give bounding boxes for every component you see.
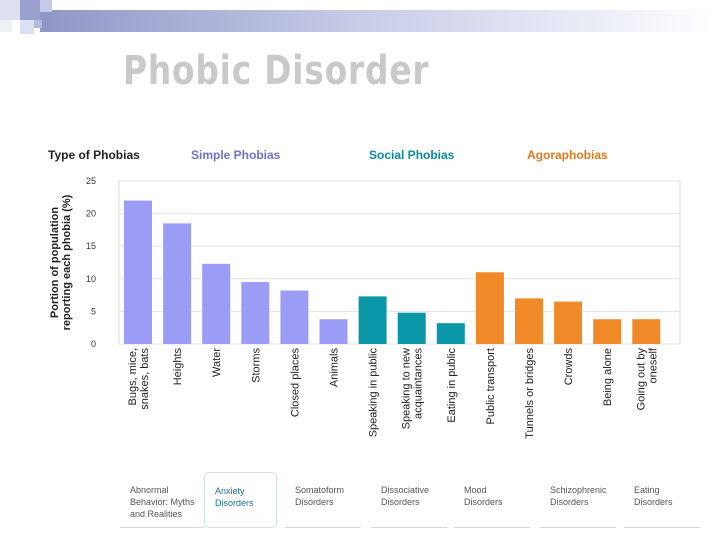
x-tick-label: Eating in public — [446, 348, 458, 423]
x-tick-label: Being alone — [602, 348, 614, 406]
y-tick-label: 10 — [86, 274, 96, 284]
x-tick-label: Speaking to newacquaintances — [401, 348, 425, 430]
tab-somatoform-disorders[interactable]: Somatoform Disorders — [285, 472, 361, 528]
bar-eating-in-public — [436, 323, 465, 344]
tab-label: Mood Disorders — [464, 485, 503, 507]
decorative-square — [0, 0, 20, 20]
type-of-phobias-label: Type of Phobias — [48, 148, 140, 162]
x-tick-label: Water — [211, 348, 223, 377]
agoraphobias-header: Agoraphobias — [527, 148, 608, 162]
bar-tunnels-or-bridges — [515, 298, 543, 344]
decorative-square — [0, 20, 12, 32]
header-gradient-band — [40, 10, 720, 32]
social-phobias-header: Social Phobias — [369, 148, 455, 162]
bar-speaking-in-public — [358, 296, 387, 344]
x-tick-label: Public transport — [485, 348, 497, 424]
y-tick-label: 20 — [86, 209, 96, 219]
x-tick-label: Animals — [329, 348, 341, 388]
tab-anxiety-disorders[interactable]: Anxiety Disorders — [204, 472, 277, 528]
bar-going-out-by-oneself — [632, 319, 661, 344]
topic-tabs: Abnormal Behavior: Myths and Realities A… — [118, 472, 700, 528]
tab-eating-disorders[interactable]: Eating Disorders — [624, 472, 700, 528]
tab-label: Dissociative Disorders — [381, 485, 430, 507]
tab-schizophrenic-disorders[interactable]: Schizophrenic Disorders — [540, 472, 616, 528]
bar-storms — [241, 282, 270, 344]
tab-label: Somatoform Disorders — [295, 485, 345, 507]
decorative-square — [20, 20, 34, 34]
bar-public-transport — [475, 272, 504, 344]
y-tick-label: 15 — [86, 241, 96, 251]
bar-water — [202, 263, 231, 344]
tab-abnormal-behavior[interactable]: Abnormal Behavior: Myths and Realities — [120, 472, 204, 528]
decorative-square — [34, 20, 42, 28]
tab-mood-disorders[interactable]: Mood Disorders — [454, 472, 530, 528]
tab-label: Eating Disorders — [634, 485, 673, 507]
simple-phobias-header: Simple Phobias — [191, 148, 281, 162]
x-tick-label: Closed places — [289, 348, 301, 418]
y-tick-label: 5 — [91, 306, 96, 316]
bar-speaking-to-new-acquaintances — [397, 312, 426, 344]
x-tick-label: Speaking in public — [368, 348, 380, 438]
bar-bugs-mice-snakes-bats — [124, 200, 152, 344]
tab-dissociative-disorders[interactable]: Dissociative Disorders — [371, 472, 447, 528]
bar-animals — [319, 319, 348, 344]
x-tick-label: Storms — [250, 348, 262, 383]
tab-label: Abnormal Behavior: Myths and Realities — [130, 485, 195, 519]
bar-being-alone — [593, 319, 622, 344]
y-axis-label: Portion of populationreporting each phob… — [49, 194, 73, 330]
bar-heights — [163, 223, 192, 344]
x-tick-label: Crowds — [563, 348, 575, 386]
decorative-square — [20, 0, 40, 20]
bar-crowds — [554, 301, 583, 344]
x-tick-label: Heights — [172, 348, 184, 386]
x-tick-label: Going out byoneself — [635, 347, 659, 410]
x-tick-label: Tunnels or bridges — [524, 348, 536, 439]
decorative-square — [40, 0, 52, 12]
bar-closed-places — [280, 290, 309, 344]
page-title: Phobic Disorder — [123, 48, 430, 94]
y-tick-label: 25 — [86, 176, 96, 186]
phobia-bar-chart: 0 5 10 15 20 25 Portion of populationreporting… — [49, 176, 681, 439]
y-tick-label: 0 — [91, 339, 96, 349]
tab-label: Anxiety Disorders — [215, 486, 254, 508]
tab-label: Schizophrenic Disorders — [550, 485, 607, 507]
x-tick-label: Bugs, mice,snakes, bats — [127, 348, 151, 410]
